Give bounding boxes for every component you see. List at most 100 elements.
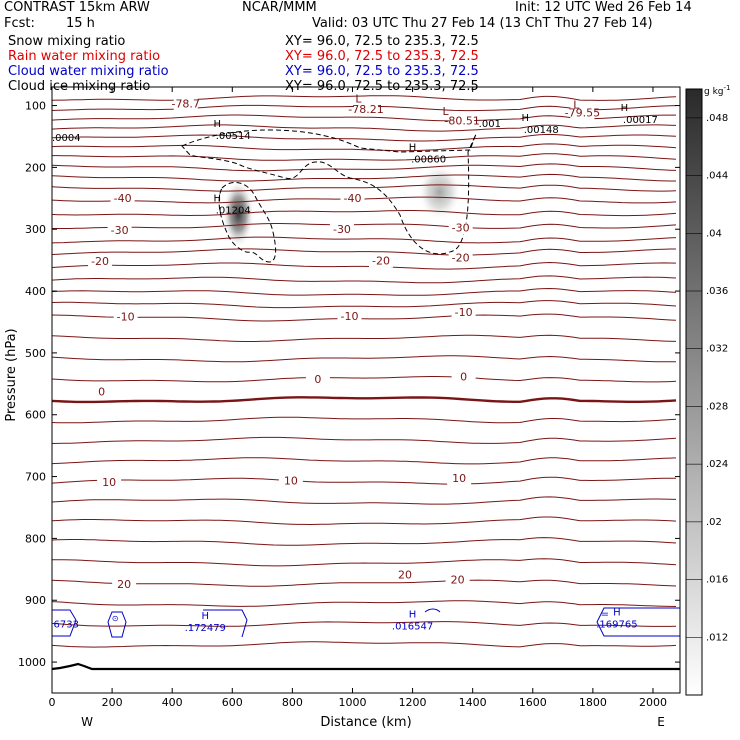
isotherm-line <box>51 133 677 142</box>
x-tick-label: 2000 <box>639 696 667 709</box>
temperature-label-bg <box>97 476 122 489</box>
field-xy-snow: XY= 96.0, 72.5 to 235.3, 72.5 <box>285 34 479 49</box>
cloud-water-contours <box>52 607 680 638</box>
high-marker-value: .01204 <box>216 205 251 216</box>
y-tick-label: 300 <box>25 223 46 236</box>
temperature-label: -20 <box>452 251 470 264</box>
temperature-label-bg <box>450 115 475 128</box>
y-axis-label: Pressure (hPa) <box>4 328 19 421</box>
temperature-label-bg <box>329 223 354 236</box>
temperature-label-bg <box>340 193 365 206</box>
fcst-value: 15 h <box>66 16 95 31</box>
colorbar-tick-label: .024 <box>706 459 728 470</box>
temperature-label: 0 <box>460 371 467 384</box>
temperature-label-bg <box>112 578 137 591</box>
field-name-cloud-water: Cloud water mixing ratio <box>8 64 169 79</box>
temperature-label-bg <box>110 193 135 206</box>
y-tick-label: 1000 <box>18 656 46 669</box>
x-tick-label: 800 <box>282 696 303 709</box>
colorbar-tick-label: .048 <box>706 113 728 124</box>
isotherm-line <box>51 516 677 526</box>
temperature-label: 10 <box>452 472 466 485</box>
high-marker: H <box>621 103 629 114</box>
temperature-label-bg <box>393 569 418 582</box>
cloud-water-contour-600km <box>203 609 248 638</box>
isotherm-line <box>51 173 676 182</box>
temperature-label: 20 <box>117 578 131 591</box>
temperature-label: 20 <box>451 574 465 587</box>
x-tick-label: 1200 <box>399 696 427 709</box>
high-marker: H <box>213 193 221 204</box>
temperature-label-bg <box>448 252 473 265</box>
high-marker: H <box>521 113 529 124</box>
isotherm-line <box>51 236 677 244</box>
isotherm-line <box>51 261 677 270</box>
y-tick-label: 700 <box>25 471 46 484</box>
isotherm-line <box>52 153 677 161</box>
colorbar: g kg-1 .012 .016 .02 .024 .028 .032 .036 .04 .04… <box>685 84 731 696</box>
x-axis: 0 200 400 600 800 1000 1200 1400 1600 1800 2000 <box>49 87 667 709</box>
small-value-label: .001 <box>479 119 501 130</box>
x-tick-label: 1800 <box>579 696 607 709</box>
temperature-label: -30 <box>333 223 351 236</box>
isotherm-line <box>51 95 677 101</box>
field-name-rain: Rain water mixing ratio <box>8 49 161 64</box>
y-tick-label: 100 <box>25 100 46 113</box>
isotherm-line <box>51 275 677 284</box>
temperature-label: -80.51 <box>444 115 479 128</box>
isotherm-line <box>51 248 676 256</box>
temperature-label-bg <box>173 98 198 111</box>
temperature-label-bg <box>448 222 473 235</box>
low-marker: L <box>443 105 450 118</box>
isotherm-line <box>51 163 677 172</box>
isotherm-line <box>52 558 677 567</box>
low-marker: L <box>355 92 362 105</box>
x-tick-label: 1000 <box>338 696 366 709</box>
x-axis-label: Distance (km) <box>320 715 411 730</box>
x-tick-label: 1600 <box>519 696 547 709</box>
isotherm-line <box>51 641 677 648</box>
y-tick-label: 600 <box>25 409 46 422</box>
cloud-water-value: .169765 <box>596 620 637 631</box>
cloud-ice-contour-upper <box>181 129 477 255</box>
isotherm-line <box>51 210 677 217</box>
colorbar-tick-label: .032 <box>706 344 728 355</box>
colorbar-unit-exp: -1 <box>724 84 731 92</box>
isotherm-line <box>51 621 677 627</box>
temperature-label-bg <box>445 574 470 587</box>
x-tick-label: 600 <box>222 696 243 709</box>
isotherm-line <box>51 376 677 383</box>
contour-labels: -78.7 -78.21 -80.51 -79.55 -40 -40 -30 -30 -30 -2… <box>52 92 658 633</box>
y-tick-label: 900 <box>25 594 46 607</box>
isotherm-line <box>52 223 677 229</box>
temperature-label-bg <box>570 107 595 120</box>
west-label: W <box>81 715 93 729</box>
isotherm-line <box>51 600 677 607</box>
isotherm-line <box>51 436 677 444</box>
isotherm-line <box>51 416 677 424</box>
fcst-label: Fcst: <box>4 16 35 31</box>
temperature-label: 20 <box>398 569 412 582</box>
field-name-snow: Snow mixing ratio <box>8 34 126 49</box>
shaded-maximum <box>417 164 462 221</box>
temperature-label-bg <box>89 386 114 399</box>
colorbar-tick-label: .012 <box>706 632 728 643</box>
field-xy-cloud-water: XY= 96.0, 72.5 to 235.3, 72.5 <box>285 64 479 79</box>
isotherm-line <box>51 476 677 485</box>
temperature-label: -10 <box>117 311 135 324</box>
east-label: E <box>657 715 665 729</box>
temperature-label-bg <box>88 256 113 269</box>
temperature-label: 0 <box>314 373 321 386</box>
colorbar-ramp <box>685 88 703 696</box>
cloud-water-value: .172479 <box>185 623 226 634</box>
temperature-label-bg <box>447 473 472 486</box>
temperature-label: -20 <box>91 255 109 268</box>
y-tick-label: 400 <box>25 285 46 298</box>
model-title: CONTRAST 15km ARW <box>4 0 150 15</box>
x-tick-label: 400 <box>162 696 183 709</box>
high-marker: H <box>213 119 221 130</box>
small-value-label: .0004 <box>52 133 81 144</box>
temperature-label: -10 <box>455 306 473 319</box>
